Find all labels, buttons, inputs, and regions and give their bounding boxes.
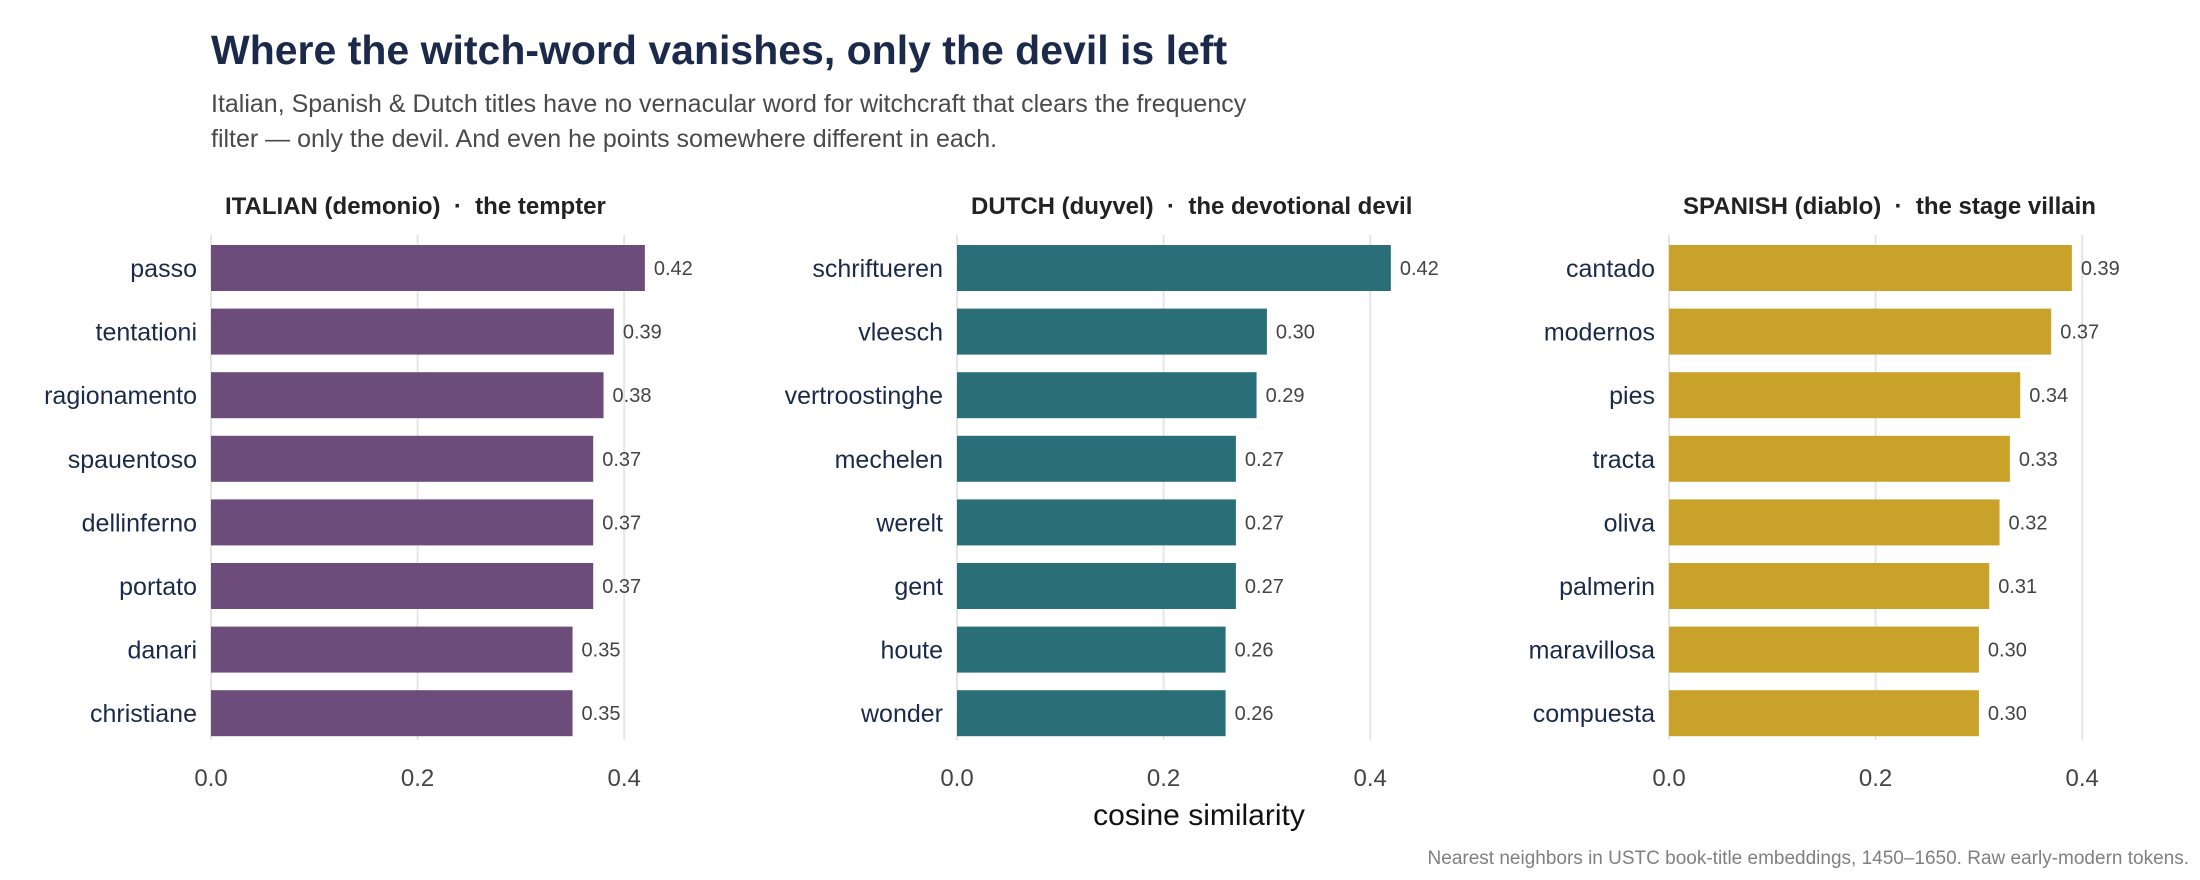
bar xyxy=(957,690,1226,737)
category-label: tracta xyxy=(1592,446,1655,474)
chart-subtitle-line-1: Italian, Spanish & Dutch titles have no … xyxy=(211,90,1247,118)
x-tick-label: 0.0 xyxy=(194,765,227,792)
bar xyxy=(1669,372,2021,419)
x-tick-label: 0.0 xyxy=(940,765,973,792)
value-label: 0.30 xyxy=(1276,322,1315,344)
category-label: schriftueren xyxy=(812,255,943,283)
value-label: 0.27 xyxy=(1245,512,1284,534)
x-axis-title: cosine similarity xyxy=(1093,799,1305,832)
category-label: vertroostinghe xyxy=(785,382,943,410)
category-label: spauentoso xyxy=(68,446,197,474)
category-label: dellinferno xyxy=(82,509,197,537)
value-label: 0.27 xyxy=(1245,576,1284,598)
bar xyxy=(957,308,1267,355)
panel-title: ITALIAN (demonio) · the tempter xyxy=(225,193,606,220)
x-tick-label: 0.0 xyxy=(1652,765,1685,792)
value-label: 0.26 xyxy=(1235,640,1274,662)
x-tick-label: 0.2 xyxy=(401,765,434,792)
value-label: 0.37 xyxy=(602,449,641,471)
category-label: pies xyxy=(1609,382,1655,410)
x-tick-label: 0.4 xyxy=(1354,765,1387,792)
bar xyxy=(957,372,1257,419)
value-label: 0.35 xyxy=(582,703,621,725)
value-label: 0.39 xyxy=(623,322,662,344)
bar xyxy=(1669,690,1979,737)
bar xyxy=(211,435,594,482)
value-label: 0.42 xyxy=(1400,258,1439,280)
category-label: christiane xyxy=(90,700,197,728)
category-label: passo xyxy=(130,255,197,283)
bar xyxy=(957,499,1236,546)
bar xyxy=(211,690,573,737)
bar xyxy=(1669,563,1990,609)
x-tick-label: 0.2 xyxy=(1147,765,1180,792)
value-label: 0.35 xyxy=(582,640,621,662)
bar xyxy=(211,245,645,291)
category-label: cantado xyxy=(1566,255,1655,283)
category-label: houte xyxy=(880,637,943,665)
bar xyxy=(957,435,1236,482)
x-tick-label: 0.2 xyxy=(1859,765,1892,792)
value-label: 0.42 xyxy=(654,258,693,280)
chart-caption: Nearest neighbors in USTC book-title emb… xyxy=(1428,848,2189,869)
value-label: 0.38 xyxy=(613,385,652,407)
value-label: 0.31 xyxy=(1998,576,2037,598)
bar xyxy=(211,563,594,609)
value-label: 0.26 xyxy=(1235,703,1274,725)
value-label: 0.37 xyxy=(602,512,641,534)
bar xyxy=(1669,245,2072,291)
category-label: oliva xyxy=(1604,509,1656,537)
bar xyxy=(1669,435,2010,482)
category-label: compuesta xyxy=(1533,700,1655,728)
category-label: portato xyxy=(119,573,197,601)
x-tick-label: 0.4 xyxy=(2066,765,2099,792)
bar xyxy=(211,626,573,673)
bar xyxy=(957,563,1236,609)
category-label: danari xyxy=(128,637,198,665)
value-label: 0.34 xyxy=(2029,385,2068,407)
panel-title: DUTCH (duyvel) · the devotional devil xyxy=(971,193,1412,220)
value-label: 0.29 xyxy=(1266,385,1305,407)
value-label: 0.32 xyxy=(2009,512,2048,534)
bar xyxy=(1669,308,2052,355)
category-label: vleesch xyxy=(858,319,943,347)
category-label: maravillosa xyxy=(1529,637,1656,665)
bar xyxy=(211,372,604,419)
category-label: modernos xyxy=(1544,319,1655,347)
bar xyxy=(211,308,614,355)
value-label: 0.39 xyxy=(2081,258,2120,280)
chart-title: Where the witch-word vanishes, only the … xyxy=(211,27,1227,73)
bar xyxy=(957,245,1391,291)
value-label: 0.37 xyxy=(2060,322,2099,344)
category-label: gent xyxy=(894,573,943,601)
chart-subtitle-line-2: filter — only the devil. And even he poi… xyxy=(211,125,997,153)
value-label: 0.37 xyxy=(602,576,641,598)
category-label: ragionamento xyxy=(44,382,197,410)
facet-panel: 0.0 0.2 0.4 ITALIAN (demonio) · the tempter… xyxy=(44,193,693,792)
bar xyxy=(211,499,594,546)
category-label: wonder xyxy=(860,700,943,728)
bar xyxy=(1669,499,2000,546)
value-label: 0.27 xyxy=(1245,449,1284,471)
category-label: tentationi xyxy=(96,319,197,347)
value-label: 0.30 xyxy=(1988,640,2027,662)
facet-panels: 0.0 0.2 0.4 ITALIAN (demonio) · the tempter… xyxy=(44,193,2120,792)
category-label: werelt xyxy=(875,509,943,537)
category-label: palmerin xyxy=(1559,573,1655,601)
value-label: 0.33 xyxy=(2019,449,2058,471)
bar xyxy=(1669,626,1979,673)
facet-panel: 0.0 0.2 0.4 SPANISH (diablo) · the stage vi… xyxy=(1529,193,2120,792)
bar xyxy=(957,626,1226,673)
facet-panel: 0.0 0.2 0.4 DUTCH (duyvel) · the devotional… xyxy=(785,193,1439,792)
category-label: mechelen xyxy=(835,446,943,474)
x-tick-label: 0.4 xyxy=(608,765,641,792)
value-label: 0.30 xyxy=(1988,703,2027,725)
panel-title: SPANISH (diablo) · the stage villain xyxy=(1683,193,2096,220)
